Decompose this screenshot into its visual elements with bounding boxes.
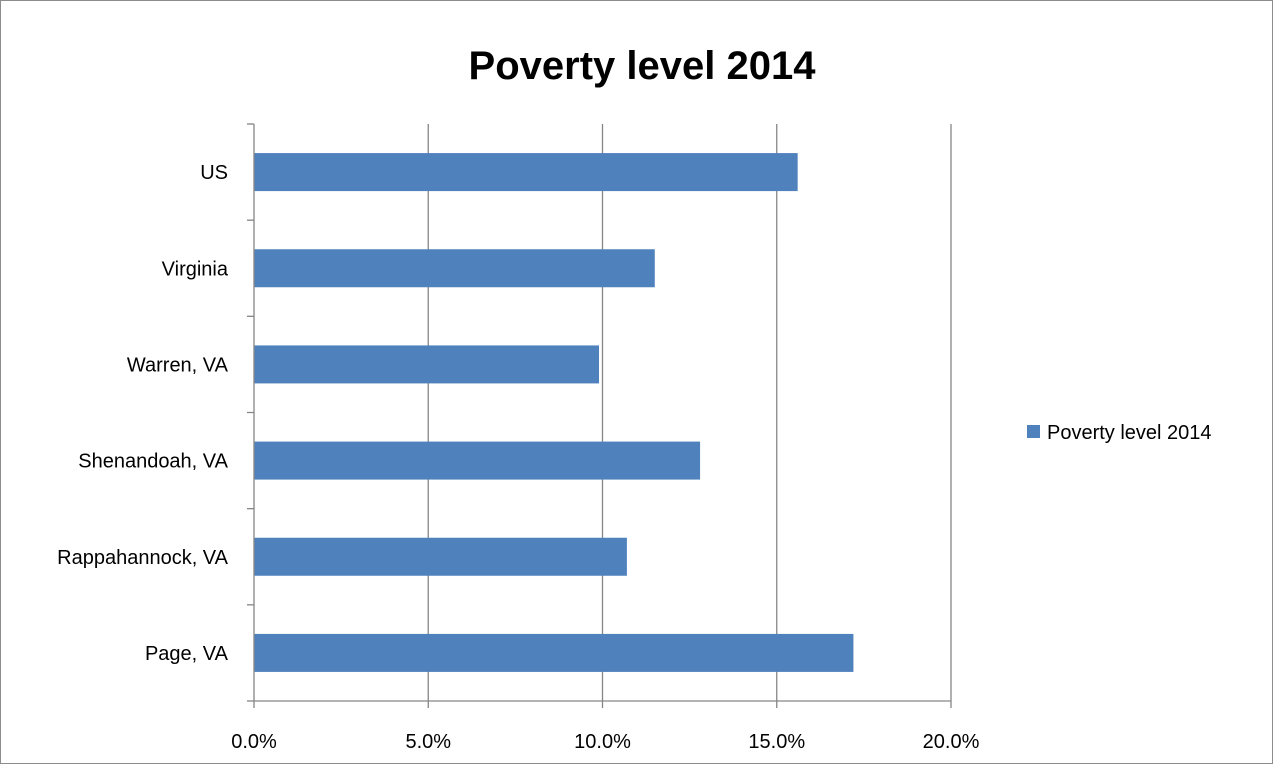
x-tick-label: 0.0% — [231, 731, 277, 753]
bar — [254, 153, 798, 192]
bar — [254, 537, 627, 576]
legend: Poverty level 2014 — [1027, 422, 1212, 444]
x-tick-label: 10.0% — [574, 731, 631, 753]
x-tick-label: 5.0% — [405, 731, 451, 753]
bar — [254, 345, 600, 384]
x-tick-label: 20.0% — [923, 731, 980, 753]
y-tick-label: Virginia — [162, 258, 229, 280]
legend-label: Poverty level 2014 — [1047, 422, 1212, 444]
x-tick-label: 15.0% — [748, 731, 805, 753]
axes — [247, 123, 952, 708]
bar — [254, 249, 655, 288]
bar — [254, 441, 701, 480]
y-tick-label: Warren, VA — [127, 354, 229, 376]
y-tick-label: US — [200, 162, 228, 184]
bars — [254, 153, 854, 672]
chart-title: Poverty level 2014 — [469, 44, 817, 88]
gridlines — [427, 124, 952, 701]
bar — [254, 633, 854, 672]
legend-swatch — [1027, 425, 1040, 438]
y-tick-label: Page, VA — [145, 643, 229, 665]
y-tick-label: Rappahannock, VA — [57, 547, 229, 569]
axis-labels: 0.0% 5.0% 10.0% 15.0% 20.0% US Virginia Warren,… — [57, 162, 979, 753]
y-tick-label: Shenandoah, VA — [78, 451, 228, 473]
